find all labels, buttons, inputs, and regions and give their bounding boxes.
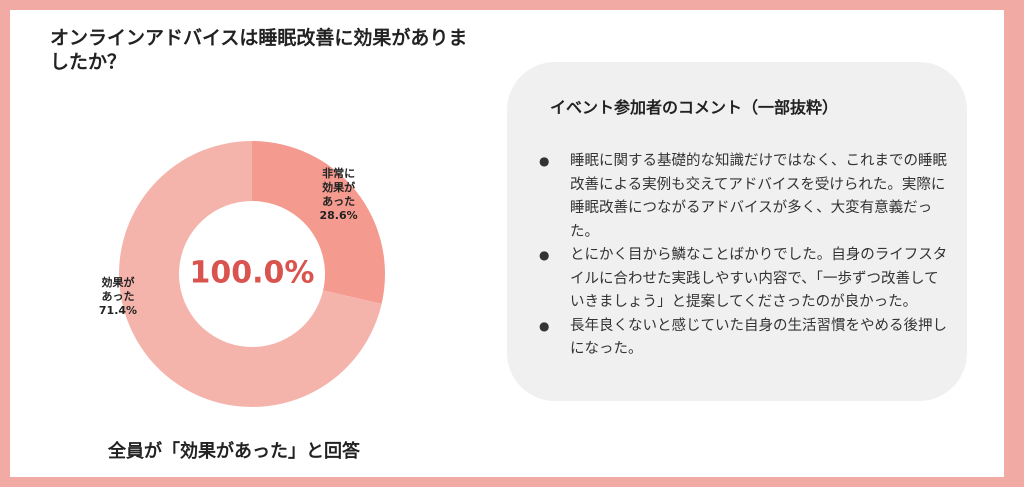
slice-label-1: 非常に効果があった 28.6% — [320, 166, 358, 222]
donut-chart: 非常に効果があった 28.6% 効果があった 71.4% 100.0% — [99, 141, 385, 407]
center-label: 100.0% — [190, 256, 315, 291]
bullet-icon: ● — [539, 248, 550, 262]
question-title: オンラインアドバイスは睡眠改善に効果がありましたか？ — [50, 27, 468, 73]
bullet-icon: ● — [539, 318, 550, 333]
comment-title: イベント参加者のコメント（一部抜粋） — [550, 98, 839, 117]
comment-text: とにかく目から鱗なことばかりでした。自身のライフスタイルに合わせた実践しやすい内… — [570, 247, 948, 310]
comment-item: ● 睡眠に関する基礎的な知識だけではなく、これまでの睡眠改善による実例も交えてア… — [536, 150, 948, 244]
slice-2 — [118, 141, 382, 407]
donut-chart-area: 非常に効果があった 28.6% 効果があった 71.4% 100.0% — [10, 10, 530, 477]
bullet-icon: ● — [539, 154, 550, 168]
slice-1 — [252, 141, 385, 304]
comment-list: ● 睡眠に関する基礎的な知識だけではなく、これまでの睡眠改善による実例も交えてア… — [536, 150, 948, 362]
comment-item: ● 長年良くないと感じていた自身の生活習慣をやめる後押しになった。 — [536, 315, 948, 362]
comment-card: イベント参加者のコメント（一部抜粋） ● 睡眠に関する基礎的な知識だけではなく、… — [507, 62, 967, 401]
page-frame: オンラインアドバイスは睡眠改善に効果がありましたか？ 非常に効果があった 28.6… — [10, 10, 1004, 477]
slice-label-2: 効果があった 71.4% — [99, 275, 137, 317]
comment-text: 睡眠に関する基礎的な知識だけではなく、これまでの睡眠改善による実例も交えてアドバ… — [570, 153, 947, 240]
chart-caption: 全員が「効果があった」と回答 — [108, 441, 360, 462]
comment-text: 長年良くないと感じていた自身の生活習慣をやめる後押しになった。 — [570, 317, 947, 358]
comment-item: ● とにかく目から鱗なことばかりでした。自身のライフスタイルに合わせた実践しやす… — [536, 244, 948, 315]
